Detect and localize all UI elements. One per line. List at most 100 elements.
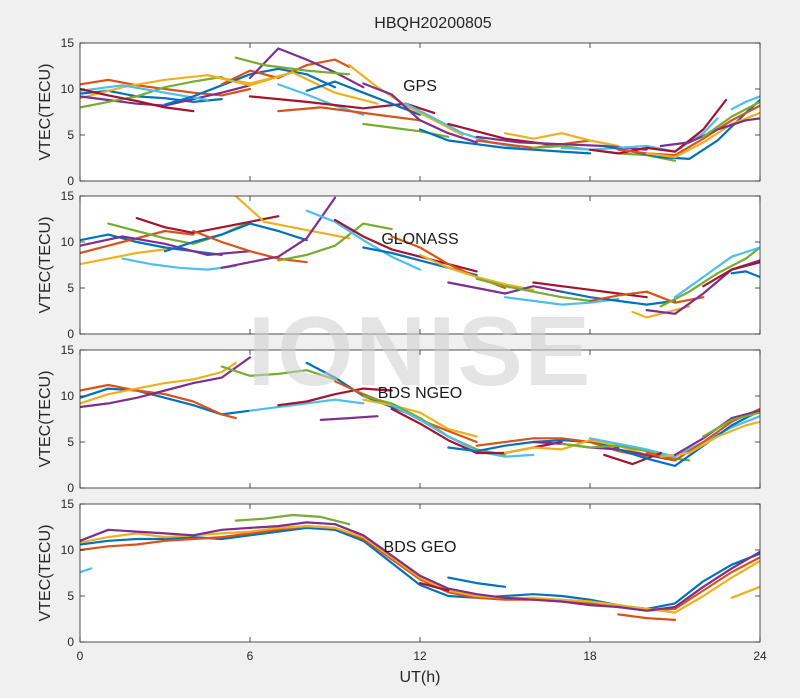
- series-line: [418, 253, 535, 291]
- y-tick-label: 0: [67, 174, 74, 188]
- series-line: [121, 257, 237, 271]
- series-line: [475, 277, 592, 302]
- series-line: [702, 100, 760, 138]
- series-group: [80, 47, 760, 162]
- chart-title: HBQH20200805: [374, 15, 492, 32]
- watermark: IONISE: [248, 296, 592, 406]
- series-line: [305, 209, 422, 271]
- series-line: [603, 451, 662, 466]
- panel-label: GLONASS: [381, 231, 458, 248]
- series-line: [418, 582, 450, 592]
- series-line: [588, 415, 760, 458]
- series-line: [248, 398, 365, 412]
- x-tick-label: 24: [753, 649, 767, 663]
- series-line: [390, 404, 535, 458]
- x-tick-label: 0: [77, 649, 84, 663]
- series-line: [631, 305, 691, 319]
- series-line: [80, 75, 223, 109]
- series-line: [659, 246, 760, 308]
- y-tick-label: 10: [61, 235, 75, 249]
- panel-gps: 0 5 10 15 VTEC(TECU) GPS: [37, 36, 761, 188]
- series-line: [362, 82, 478, 144]
- panel-bds-ngeo: 0 5 10 15 VTEC(TECU) BDS NGEO: [37, 343, 761, 495]
- series-line: [730, 270, 760, 279]
- series-line: [80, 356, 252, 409]
- series-line: [277, 222, 393, 262]
- series-line: [248, 95, 436, 114]
- y-tick-label: 0: [67, 635, 74, 649]
- series-line: [475, 437, 648, 458]
- series-line: [673, 246, 760, 299]
- y-tick-label: 5: [67, 128, 74, 142]
- y-tick-label: 5: [67, 435, 74, 449]
- series-line: [220, 196, 337, 269]
- series-line: [206, 71, 379, 105]
- series-line: [163, 67, 337, 106]
- panel-label: GPS: [403, 78, 437, 95]
- series-line: [80, 87, 195, 113]
- y-tick-label: 15: [61, 189, 75, 203]
- y-tick-label: 5: [67, 281, 74, 295]
- series-group: [80, 356, 760, 467]
- series-line: [80, 248, 167, 266]
- y-axis-label: VTEC(TECU): [37, 64, 54, 161]
- y-tick-label: 15: [61, 343, 75, 357]
- series-line: [659, 420, 760, 458]
- series-line: [617, 409, 760, 467]
- x-axis-label: UT(h): [400, 669, 441, 686]
- series-line: [659, 117, 760, 148]
- series-line: [447, 281, 563, 295]
- series-line: [135, 215, 280, 234]
- y-tick-label: 5: [67, 589, 74, 603]
- series-line: [730, 585, 760, 599]
- panel-label: BDS GEO: [384, 539, 457, 556]
- series-line: [80, 71, 294, 100]
- y-tick-label: 0: [67, 327, 74, 341]
- series-line: [319, 415, 379, 421]
- series-line: [80, 361, 237, 405]
- y-axis-label: VTEC(TECU): [37, 371, 54, 468]
- series-line: [234, 513, 351, 526]
- panels: 0 5 10 15 VTEC(TECU) GPS 0 5 10 15 VTEC(TECU) GLONA…: [37, 36, 767, 663]
- series-group: [80, 196, 760, 319]
- series-line: [588, 98, 728, 155]
- series-line: [503, 132, 620, 148]
- series-line: [234, 56, 351, 76]
- series-line: [617, 104, 760, 157]
- panel-bds-geo: 0 5 10 15 0 6 12 18 24 VTEC(TECU) BDS GEO: [37, 497, 767, 663]
- series-line: [163, 222, 308, 253]
- series-line: [234, 196, 351, 240]
- series-line: [617, 613, 677, 621]
- series-group: [80, 513, 760, 621]
- x-tick-label: 6: [247, 649, 254, 663]
- series-line: [192, 229, 308, 264]
- y-tick-label: 15: [61, 36, 75, 50]
- y-tick-label: 10: [61, 389, 75, 403]
- y-axis-label: VTEC(TECU): [37, 217, 54, 314]
- series-line: [730, 95, 760, 111]
- series-line: [80, 78, 252, 97]
- series-line: [80, 383, 237, 420]
- y-tick-label: 0: [67, 481, 74, 495]
- series-line: [277, 106, 422, 122]
- x-tick-label: 12: [413, 649, 427, 663]
- y-tick-label: 10: [61, 543, 75, 557]
- y-tick-label: 10: [61, 82, 75, 96]
- series-line: [588, 290, 705, 304]
- series-line: [80, 235, 252, 256]
- series-line: [560, 290, 677, 306]
- series-line: [80, 84, 209, 102]
- panel-background: [80, 504, 760, 642]
- series-line: [248, 47, 365, 89]
- series-line: [702, 411, 760, 438]
- y-axis-label: VTEC(TECU): [37, 525, 54, 622]
- panel-glonass: 0 5 10 15 VTEC(TECU) GLONASS: [37, 189, 761, 341]
- series-line: [277, 387, 393, 407]
- series-line: [447, 576, 507, 588]
- series-line: [220, 365, 337, 381]
- series-line: [362, 398, 478, 438]
- series-line: [305, 80, 422, 116]
- x-tick-label: 18: [583, 649, 597, 663]
- panel-label: BDS NGEO: [378, 385, 462, 402]
- y-tick-label: 15: [61, 497, 75, 511]
